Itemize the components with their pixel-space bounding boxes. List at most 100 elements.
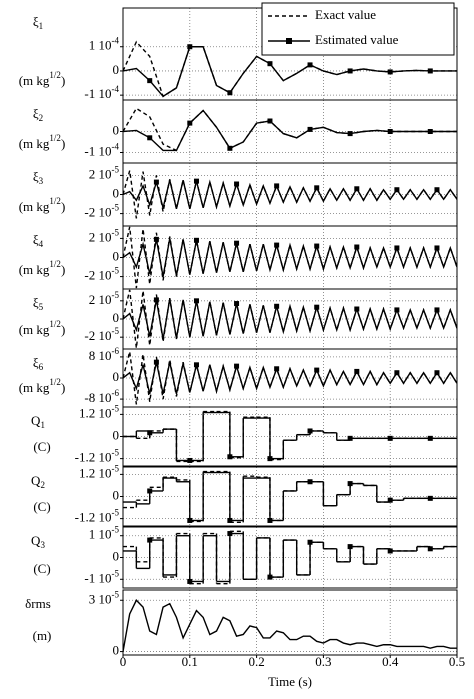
y-label: ξ2 xyxy=(33,106,43,123)
series-marker xyxy=(274,303,280,309)
y-tick-label: -2 10-5 xyxy=(84,266,119,283)
y-tick-label: 0 xyxy=(113,310,120,325)
series-marker xyxy=(193,237,199,243)
y-tick-label: 0 xyxy=(113,122,120,137)
series-marker xyxy=(434,187,440,193)
series-line xyxy=(123,599,457,652)
y-tick-label: 0 xyxy=(113,643,120,658)
legend-label: Exact value xyxy=(315,7,376,22)
series-marker xyxy=(347,481,353,487)
x-tick-label: 0.2 xyxy=(248,654,264,669)
plot-area xyxy=(123,599,457,652)
y-label: ξ3 xyxy=(33,169,44,186)
y-tick-label-part: -1 10 xyxy=(84,570,111,585)
series-marker xyxy=(187,44,193,50)
y-tick-label-part: -6 xyxy=(112,346,120,356)
series-marker xyxy=(434,307,440,313)
y-label: ξ1 xyxy=(33,14,43,31)
series-marker xyxy=(193,298,199,304)
panel-frame xyxy=(122,526,458,589)
y-tick-label: -1 10-4 xyxy=(84,142,119,159)
series-marker xyxy=(314,367,320,373)
y-unit-part: (m kg xyxy=(19,322,50,337)
series-marker xyxy=(387,69,393,75)
series-marker xyxy=(227,531,233,537)
series-marker xyxy=(427,435,433,441)
y-unit: (m) xyxy=(33,628,52,643)
series-marker xyxy=(307,428,313,434)
y-tick-label-part: -5 xyxy=(112,227,120,237)
series-marker xyxy=(387,129,393,134)
y-tick-label-part: 2 10 xyxy=(89,229,112,244)
series-marker xyxy=(153,179,159,185)
y-tick-label-part: -5 xyxy=(112,589,120,599)
series-marker xyxy=(274,366,280,372)
panel-frame xyxy=(122,406,458,467)
series-marker xyxy=(354,244,360,250)
y-tick-label: 0 xyxy=(113,487,120,502)
series-marker xyxy=(187,578,193,584)
y-label: δrms xyxy=(25,596,51,611)
y-unit-part: (m) xyxy=(33,628,52,643)
y-tick-label-part: 8 10 xyxy=(89,348,112,363)
series-marker xyxy=(307,62,313,68)
y-label-part: ξ xyxy=(33,232,39,247)
y-unit: (m kg1/2) xyxy=(19,70,66,88)
y-tick-label: -1.2 10-5 xyxy=(75,508,120,525)
y-label-part: 3 xyxy=(40,540,45,550)
series-marker xyxy=(147,537,153,543)
plot-area xyxy=(123,530,457,585)
y-label-part: 2 xyxy=(40,480,45,490)
y-unit: (m kg1/2) xyxy=(19,196,66,214)
y-tick-label: 2 10-5 xyxy=(89,290,120,307)
y-label-part: Q xyxy=(31,533,41,548)
y-tick-label-part: -2 10 xyxy=(84,205,111,220)
series-marker xyxy=(354,306,360,312)
y-tick-label-part: 2 10 xyxy=(89,166,112,181)
y-tick-label: 1.2 10-5 xyxy=(79,463,119,480)
y-label: Q1 xyxy=(31,413,45,430)
y-tick-label: -1 10-5 xyxy=(84,568,119,585)
y-tick-label-part: -4 xyxy=(112,36,120,46)
series-marker xyxy=(227,454,233,460)
y-tick-label-part: -1.2 10 xyxy=(75,510,112,525)
y-tick-label-part: -2 10 xyxy=(84,268,111,283)
series-marker xyxy=(153,297,159,303)
series-marker xyxy=(187,120,193,126)
y-tick-label-part: -6 xyxy=(112,388,120,398)
y-tick-label: 0 xyxy=(113,369,120,384)
y-label-part: Q xyxy=(31,413,41,428)
y-tick-label-part: -4 xyxy=(112,142,120,152)
x-axis-label: Time (s) xyxy=(268,674,312,689)
series-marker xyxy=(434,245,440,251)
series-marker xyxy=(234,181,240,187)
y-unit: (m kg1/2) xyxy=(19,377,66,395)
series-marker xyxy=(153,236,159,242)
y-tick-label-part: -5 xyxy=(112,448,120,458)
y-tick-label-part: -5 xyxy=(112,326,120,336)
series-marker xyxy=(187,517,193,523)
y-tick-label-part: -4 xyxy=(112,84,120,94)
y-label-part: 3 xyxy=(39,176,44,186)
y-unit: (C) xyxy=(33,499,50,514)
y-tick-label-part: -5 xyxy=(112,508,120,518)
y-label: ξ5 xyxy=(33,295,44,312)
y-unit: (m kg1/2) xyxy=(19,133,66,151)
y-label-part: 6 xyxy=(39,362,44,372)
series-marker xyxy=(427,495,433,501)
series-marker xyxy=(314,185,320,191)
series-line xyxy=(123,298,457,340)
y-tick-label: 0 xyxy=(113,185,120,200)
series-marker xyxy=(147,488,153,494)
y-tick-label: -1.2 10-5 xyxy=(75,448,120,465)
y-tick-label: 8 10-6 xyxy=(89,346,120,363)
y-tick-label-part: 3 10 xyxy=(89,591,112,606)
y-tick-label-part: -2 10 xyxy=(84,328,111,343)
y-unit-part: (m kg xyxy=(19,199,50,214)
series-line xyxy=(123,179,457,210)
series-marker xyxy=(427,68,433,74)
series-marker xyxy=(267,517,273,523)
series-line xyxy=(123,107,457,152)
y-unit-part: (C) xyxy=(33,499,50,514)
series-marker xyxy=(394,245,400,251)
